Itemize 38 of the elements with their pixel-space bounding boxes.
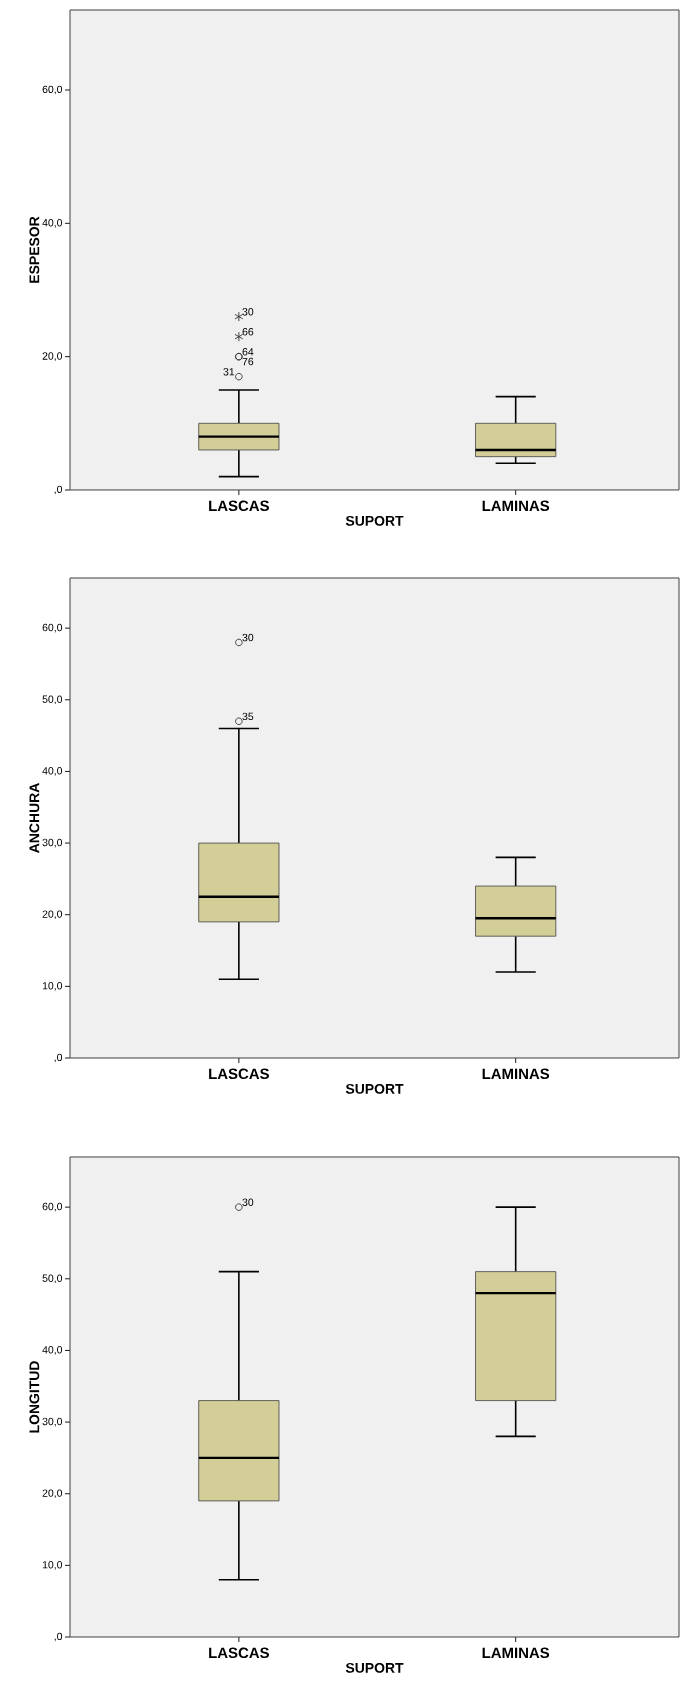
y-tick-label: 60,0 — [42, 1202, 63, 1212]
x-tick-label: LASCAS — [209, 1647, 269, 1659]
y-axis-title: ESPESOR — [29, 216, 40, 283]
annotation: 30 — [242, 633, 254, 642]
y-tick-label: 10,0 — [42, 1561, 63, 1570]
y-tick-label: 30,0 — [42, 1417, 63, 1427]
x-axis-title: SUPORT — [345, 1083, 404, 1094]
y-tick-label: 20,0 — [42, 910, 63, 920]
x-tick-label: LAMINAS — [482, 1068, 550, 1080]
annotation: 30 — [242, 1198, 254, 1206]
y-tick-label: 40,0 — [42, 219, 63, 228]
annotation: 30 — [242, 308, 254, 316]
y-tick-label: 60,0 — [42, 623, 63, 633]
x-tick-label: LASCAS — [209, 500, 269, 512]
x-tick-label: LAMINAS — [482, 1647, 550, 1659]
y-tick-label: 40,0 — [42, 1346, 63, 1355]
y-axis-title: LONGITUD — [29, 1361, 40, 1433]
y-tick-label: 40,0 — [42, 767, 63, 776]
x-tick-label: LAMINAS — [482, 500, 550, 512]
annotation: 64 — [242, 348, 254, 356]
y-tick-label: 50,0 — [42, 695, 63, 705]
annotation: 31 — [223, 368, 235, 376]
annotation: 35 — [242, 712, 254, 721]
annotation: 66 — [242, 328, 254, 336]
y-tick-label: 20,0 — [42, 352, 63, 361]
y-tick-label: 50,0 — [42, 1274, 63, 1284]
y-tick-label: 30,0 — [42, 838, 63, 848]
y-tick-label: 10,0 — [42, 982, 63, 991]
x-tick-label: LASCAS — [209, 1068, 269, 1080]
annotation: 76 — [242, 357, 254, 366]
x-axis-title: SUPORT — [345, 515, 404, 526]
y-tick-label: ,0 — [54, 1053, 63, 1063]
y-tick-label: 60,0 — [42, 85, 63, 95]
y-axis-title: ANCHURA — [29, 783, 40, 853]
y-tick-label: ,0 — [54, 1632, 63, 1642]
y-tick-label: ,0 — [54, 485, 63, 495]
x-axis-title: SUPORT — [345, 1662, 404, 1673]
y-tick-label: 20,0 — [42, 1489, 63, 1499]
